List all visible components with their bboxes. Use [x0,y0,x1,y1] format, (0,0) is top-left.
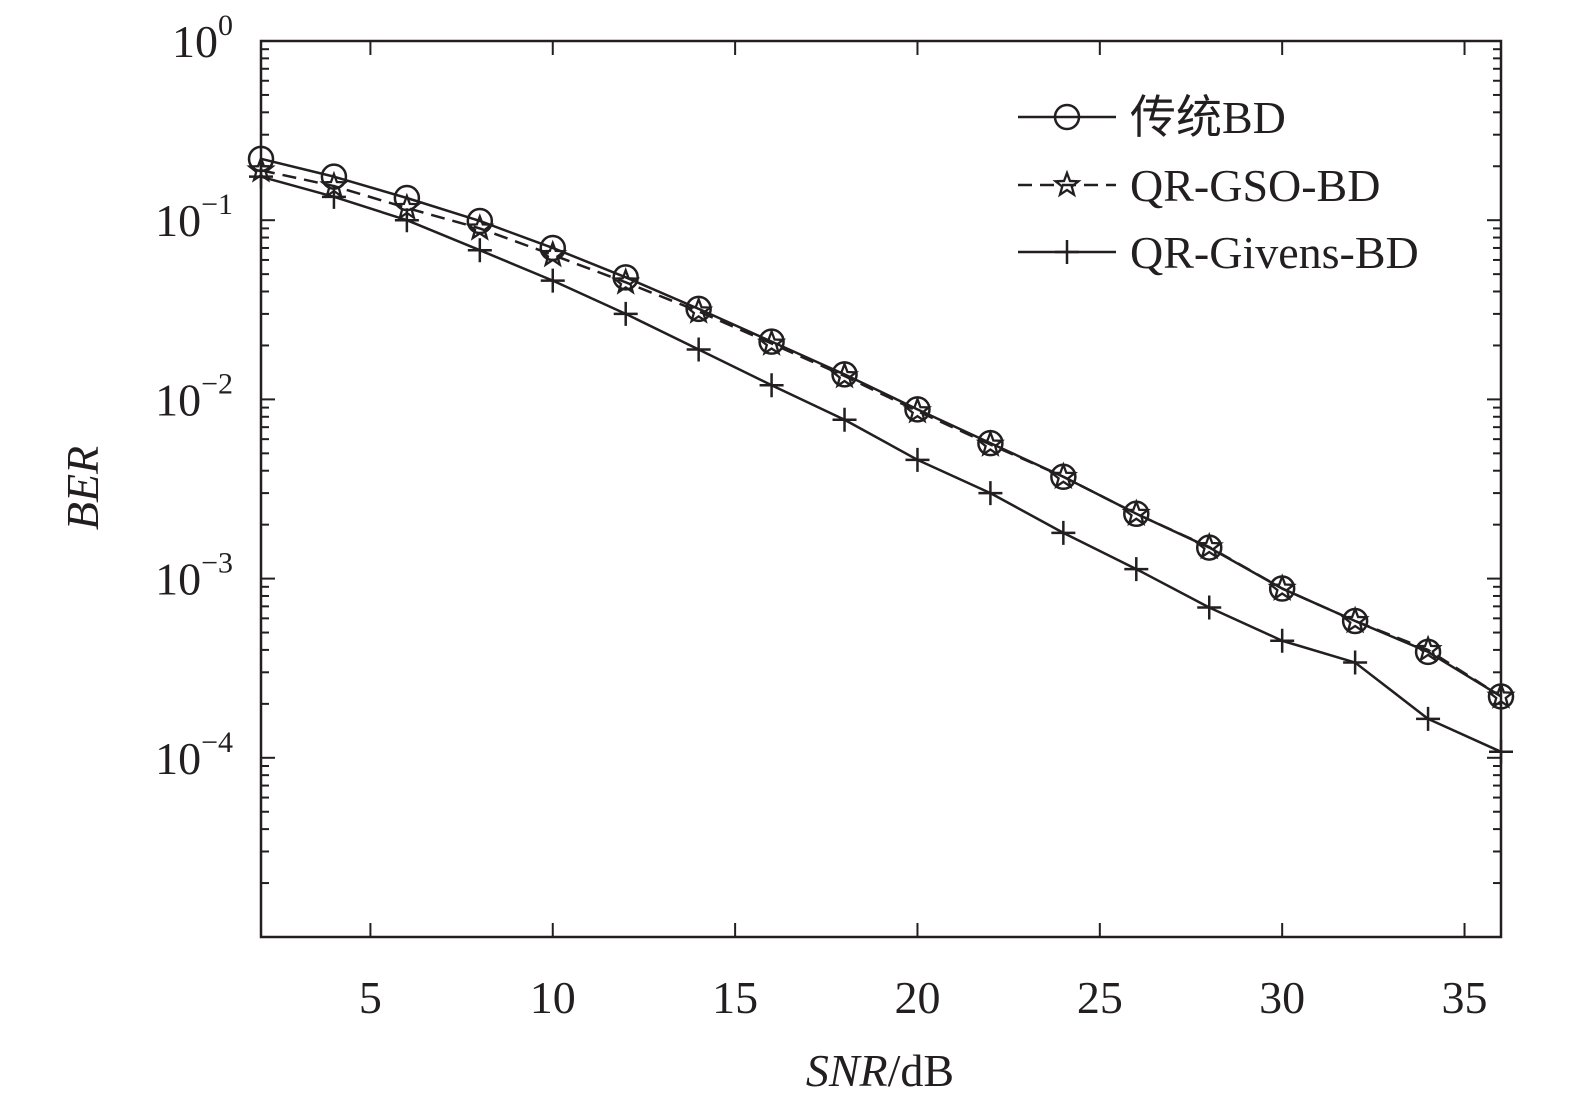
y-axis-title: BER [57,446,108,530]
series-line-star [260,169,1502,698]
data-point-star [902,395,933,424]
data-point-plus [467,238,492,263]
x-axis-title: SNR/dB [806,1045,954,1096]
x-axis-title-quantity: SNR [806,1045,888,1096]
x-axis-title-unit: /dB [888,1045,954,1096]
data-point-plus [1416,706,1441,731]
x-tick-label: 15 [712,972,758,1023]
data-point-star [757,328,787,356]
legend-marker-circle [1053,103,1081,131]
data-point-star [1413,634,1443,663]
y-tick-label: 10−2 [155,367,233,425]
data-point-plus [613,301,638,326]
data-point-plus [686,337,711,362]
legend-label: 传统BD [1130,92,1286,143]
data-point-plus [1270,628,1295,653]
data-point-plus [978,481,1003,506]
data-point-star [1048,461,1078,490]
data-point-star [975,429,1005,457]
data-point-star [829,360,860,389]
data-point-plus [540,268,565,293]
data-point-star [1194,531,1224,560]
data-point-plus [1051,520,1076,545]
data-point-circle [612,264,639,291]
y-tick-label: 10−1 [155,188,233,246]
legend-marker-plus [1055,240,1079,264]
legend-item: QR-Givens-BD [1018,227,1419,278]
y-tick-exponent: −2 [201,367,233,400]
legend-item: 传统BD [1018,92,1286,143]
y-tick-exponent: −1 [201,188,233,221]
data-point-plus [321,184,346,209]
series-line-plus [260,175,1502,753]
x-tick-label: 10 [530,972,576,1023]
data-point-plus [1124,557,1149,582]
series-star [246,154,1516,709]
data-point-plus [905,447,930,472]
y-tick-base: 10 [155,554,201,605]
x-tick-label: 20 [894,972,940,1023]
y-tick-label: 10−4 [155,726,233,784]
legend-item: QR-GSO-BD [1018,160,1380,211]
data-point-star [684,296,714,324]
data-point-star [538,239,568,268]
x-tick-label: 30 [1259,972,1305,1023]
x-tick-label: 35 [1442,972,1488,1023]
data-point-star [465,213,495,241]
x-tick-label: 5 [359,972,382,1023]
y-tick-exponent: −4 [201,726,233,759]
data-point-star [1340,605,1370,634]
legend-label: QR-Givens-BD [1130,227,1419,278]
data-point-star [611,267,641,295]
y-tick-exponent: 0 [218,9,233,42]
data-point-plus [1343,650,1368,675]
data-point-star [1121,498,1151,527]
y-tick-base: 10 [155,195,201,246]
series-plus [249,164,1513,764]
data-point-plus [1197,595,1222,620]
legend-marker-star [1052,169,1082,198]
data-point-star [1267,573,1297,601]
x-tick-label: 25 [1077,972,1123,1023]
data-point-plus [394,208,419,233]
plot-frame [259,39,1503,939]
data-point-plus [832,407,857,432]
legend-label: QR-GSO-BD [1130,160,1380,211]
x-tick-labels: 5 10 15 20 25 30 35 [359,972,1488,1023]
data-point-plus [759,373,784,398]
y-tick-label: 100 [172,9,233,67]
y-tick-base: 10 [155,374,201,425]
y-tick-base: 10 [172,16,218,67]
plot-series [246,145,1516,764]
y-tick-base: 10 [155,733,201,784]
legend: 传统BD QR-GSO-BD QR-Givens-BD [1018,92,1419,278]
y-tick-label: 10−3 [155,547,233,605]
axis-ticks [261,40,1501,938]
y-tick-exponent: −3 [201,547,233,580]
